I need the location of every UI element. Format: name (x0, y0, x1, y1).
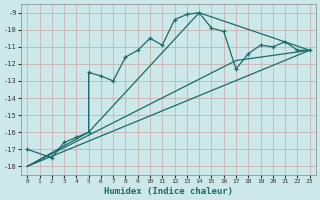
X-axis label: Humidex (Indice chaleur): Humidex (Indice chaleur) (104, 187, 233, 196)
